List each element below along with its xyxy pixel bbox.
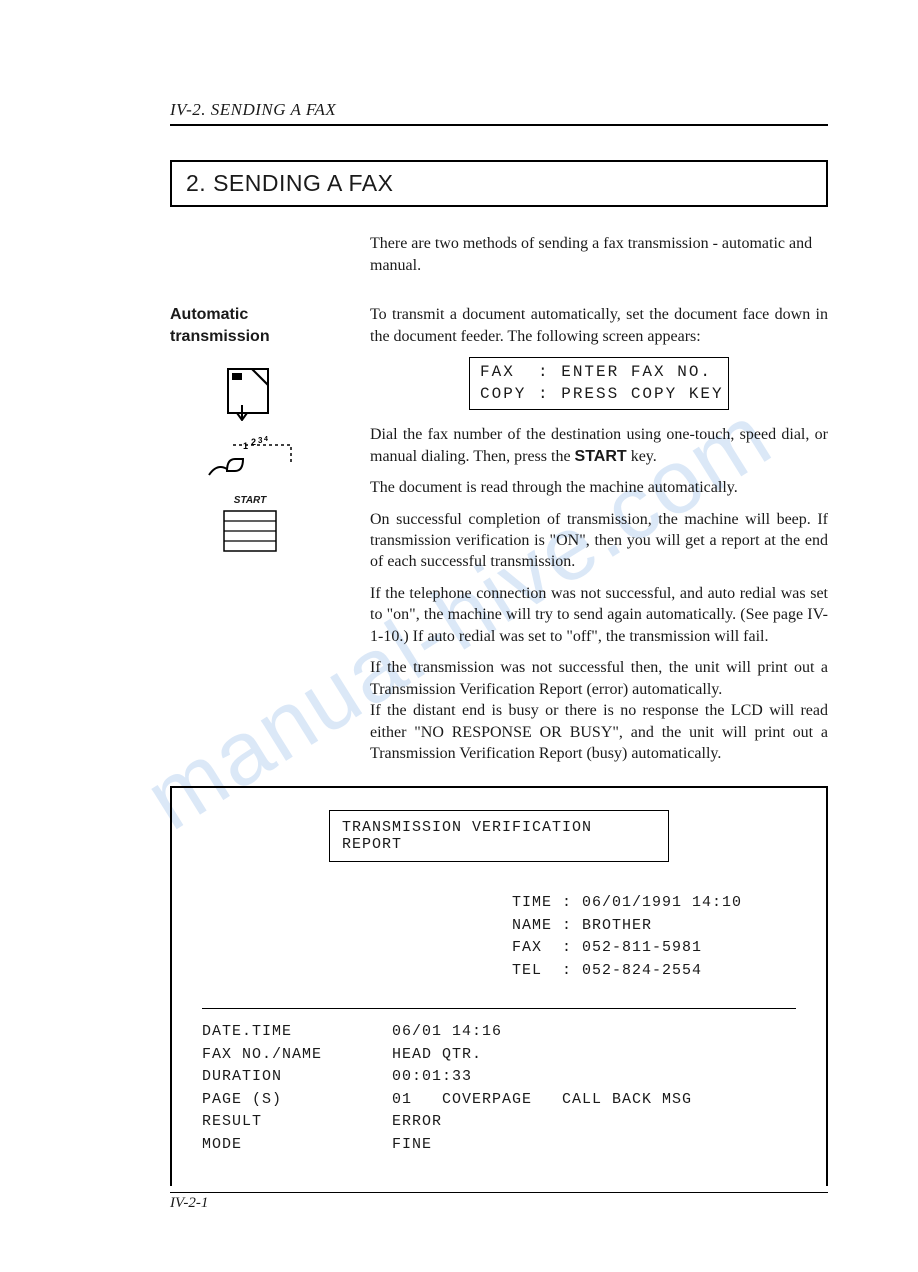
page-container: IV-2. SENDING A FAX 2. SENDING A FAX The… <box>0 0 918 1272</box>
section-title: 2. SENDING A FAX <box>186 170 812 197</box>
dial-keypad-icon: 1 2 3 4 <box>205 435 295 481</box>
meta-time-label: TIME : <box>512 894 572 911</box>
meta-name-label: NAME : <box>512 917 572 934</box>
lcd-line2: COPY : PRESS COPY KEY <box>480 385 724 403</box>
report-row-label: DURATION <box>202 1066 392 1089</box>
lcd-line1: FAX : ENTER FAX NO. <box>480 363 712 381</box>
report-row-label: RESULT <box>202 1111 392 1134</box>
paragraph-5: If the telephone connection was not succ… <box>370 583 828 647</box>
svg-text:1: 1 <box>243 441 248 451</box>
report-row: RESULT ERROR <box>202 1111 796 1134</box>
meta-name-value: BROTHER <box>582 917 652 934</box>
meta-fax-label: FAX : <box>512 939 572 956</box>
report-row-label: PAGE (S) <box>202 1089 392 1112</box>
start-key-icon <box>222 509 278 553</box>
report-title: TRANSMISSION VERIFICATION REPORT <box>329 810 669 862</box>
report-row-value: 01 COVERPAGE CALL BACK MSG <box>392 1089 796 1112</box>
paragraph-4: On successful completion of transmission… <box>370 509 828 573</box>
side-heading-line2: transmission <box>170 328 270 345</box>
document-facedown-icon <box>222 365 278 421</box>
lcd-screen-box: FAX : ENTER FAX NO. COPY : PRESS COPY KE… <box>469 357 729 410</box>
side-heading-line1: Automatic <box>170 306 248 323</box>
report-row: DATE.TIME 06/01 14:16 <box>202 1021 796 1044</box>
report-meta-block: TIME : 06/01/1991 14:10 NAME : BROTHER F… <box>512 892 796 982</box>
verification-report-box: TRANSMISSION VERIFICATION REPORT TIME : … <box>170 786 828 1186</box>
side-column: Automatic transmission <box>170 304 370 774</box>
paragraph-1: To transmit a document automatically, se… <box>370 304 828 347</box>
report-row: DURATION 00:01:33 <box>202 1066 796 1089</box>
p2-start-key: START <box>575 448 627 465</box>
paragraph-2: Dial the fax number of the destination u… <box>370 424 828 467</box>
report-row: MODE FINE <box>202 1134 796 1157</box>
report-row-label: FAX NO./NAME <box>202 1044 392 1067</box>
intro-paragraph: There are two methods of sending a fax t… <box>370 233 828 276</box>
svg-text:3: 3 <box>258 436 263 445</box>
two-column-layout: Automatic transmission <box>170 304 828 774</box>
paragraph-6: If the transmission was not successful t… <box>370 657 828 764</box>
meta-time-value: 06/01/1991 14:10 <box>582 894 742 911</box>
side-icons: 1 2 3 4 START <box>170 365 370 553</box>
report-row-value: 06/01 14:16 <box>392 1021 796 1044</box>
report-row: FAX NO./NAME HEAD QTR. <box>202 1044 796 1067</box>
side-heading: Automatic transmission <box>170 304 370 347</box>
page-number: IV-2-1 <box>170 1193 828 1212</box>
report-row-value: ERROR <box>392 1111 796 1134</box>
paragraph-3: The document is read through the machine… <box>370 477 828 498</box>
svg-text:4: 4 <box>264 436 268 443</box>
report-row-value: 00:01:33 <box>392 1066 796 1089</box>
section-title-box: 2. SENDING A FAX <box>170 160 828 207</box>
report-table: DATE.TIME 06/01 14:16 FAX NO./NAME HEAD … <box>202 1008 796 1156</box>
meta-fax-value: 052-811-5981 <box>582 939 702 956</box>
report-row: PAGE (S) 01 COVERPAGE CALL BACK MSG <box>202 1089 796 1112</box>
p2-part-b: key. <box>627 448 657 465</box>
svg-text:2: 2 <box>251 437 256 447</box>
report-row-value: HEAD QTR. <box>392 1044 796 1067</box>
start-key-label: START <box>222 495 278 506</box>
meta-tel-value: 052-824-2554 <box>582 962 702 979</box>
report-row-value: FINE <box>392 1134 796 1157</box>
running-head: IV-2. SENDING A FAX <box>170 100 828 126</box>
meta-tel-label: TEL : <box>512 962 572 979</box>
report-row-label: MODE <box>202 1134 392 1157</box>
start-key-block: START <box>222 495 278 553</box>
main-column: To transmit a document automatically, se… <box>370 304 828 774</box>
report-row-label: DATE.TIME <box>202 1021 392 1044</box>
